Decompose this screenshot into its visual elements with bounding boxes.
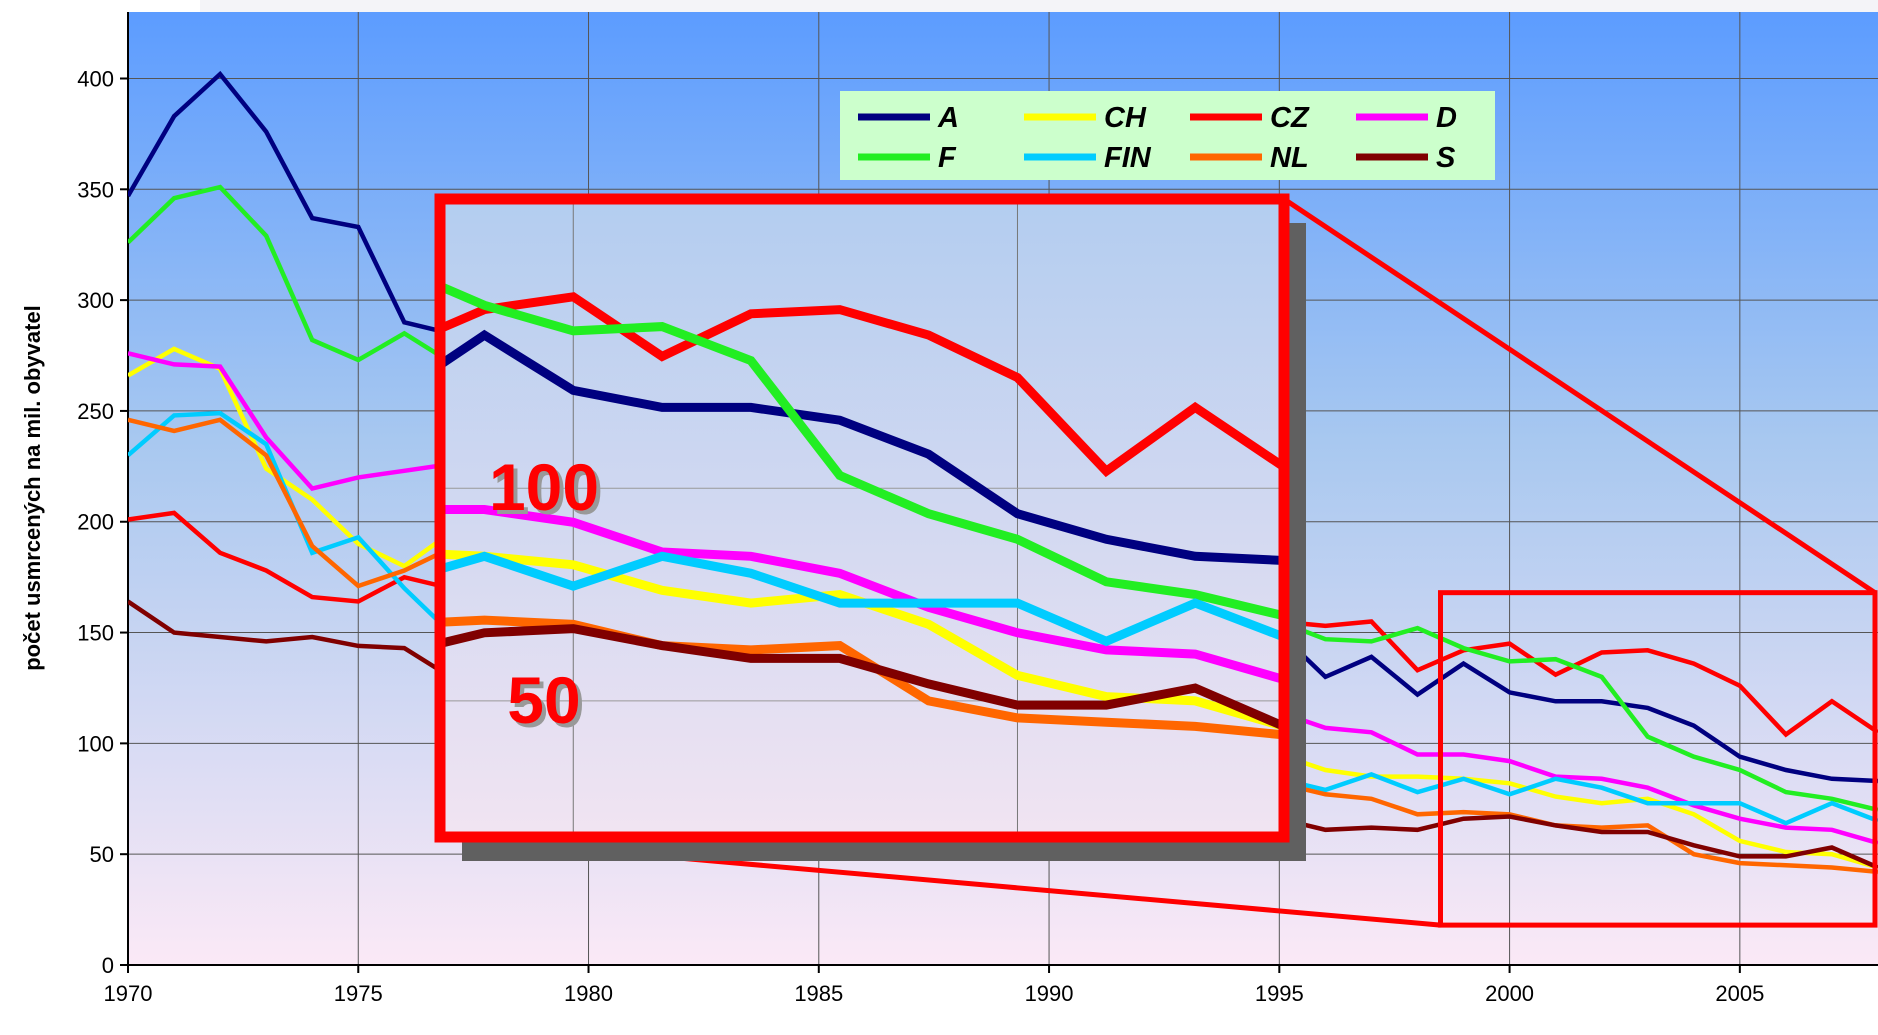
x-tick-label: 2000 <box>1485 981 1534 1006</box>
zoom-box <box>1438 590 1878 928</box>
inset-series-line <box>440 292 1284 478</box>
y-tick-label: 50 <box>90 842 114 867</box>
inset-tick-shadow: 100 <box>493 454 603 528</box>
inset-tick-label: 50 <box>507 663 580 737</box>
inset-series-line <box>440 551 1284 647</box>
y-axis-label: počet usmrcených na mil. obyvatel <box>20 305 45 671</box>
title-strip <box>200 0 1878 12</box>
y-tick-label: 100 <box>77 731 114 756</box>
legend-box <box>840 91 1495 180</box>
connector <box>1282 196 1877 595</box>
legend-label: FIN <box>1104 142 1152 174</box>
legend-label: F <box>938 142 957 174</box>
inset-border <box>434 193 1290 843</box>
legend-label: NL <box>1270 142 1309 174</box>
legend-label: D <box>1436 102 1457 134</box>
legend-label: S <box>1436 142 1456 174</box>
inset-series-line <box>440 505 1284 684</box>
x-tick-label: 1995 <box>1255 981 1304 1006</box>
y-tick-label: 300 <box>77 288 114 313</box>
legend-label: A <box>937 102 959 134</box>
y-tick-label: 350 <box>77 177 114 202</box>
x-tick-label: 1985 <box>794 981 843 1006</box>
inset-tick-label: 100 <box>489 450 599 524</box>
y-tick-label: 150 <box>77 621 114 646</box>
inset-series-line <box>440 615 1284 740</box>
y-tick-label: 400 <box>77 66 114 91</box>
inset-series-line <box>440 549 1284 731</box>
x-tick-label: 1990 <box>1025 981 1074 1006</box>
x-tick-label: 2005 <box>1715 981 1764 1006</box>
inset-tick-shadow: 50 <box>511 667 584 741</box>
inset-series-line <box>440 624 1284 731</box>
inset-group <box>440 199 1284 837</box>
x-tick-label: 1970 <box>104 981 153 1006</box>
legend-label: CH <box>1104 102 1147 134</box>
y-tick-label: 0 <box>102 953 114 978</box>
y-tick-label: 250 <box>77 399 114 424</box>
legend-label: CZ <box>1270 102 1310 134</box>
inset-series-line <box>440 329 1284 565</box>
inset-series-line <box>440 281 1284 621</box>
y-tick-label: 200 <box>77 510 114 535</box>
x-tick-label: 1980 <box>564 981 613 1006</box>
x-tick-label: 1975 <box>334 981 383 1006</box>
